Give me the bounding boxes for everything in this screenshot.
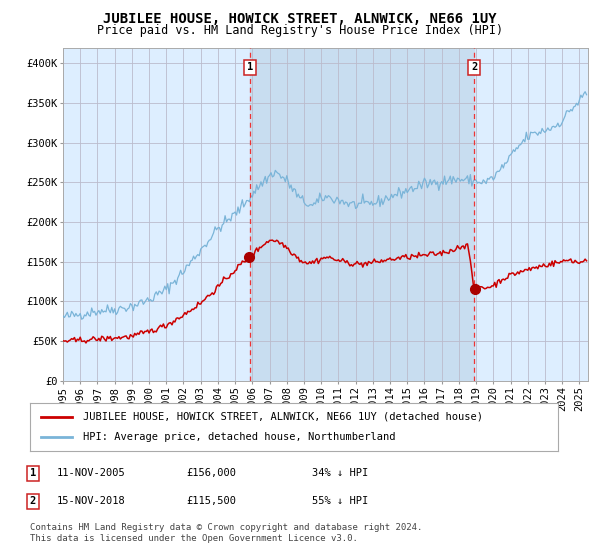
Text: 1: 1	[30, 468, 36, 478]
Text: HPI: Average price, detached house, Northumberland: HPI: Average price, detached house, Nort…	[83, 432, 395, 442]
Text: Price paid vs. HM Land Registry's House Price Index (HPI): Price paid vs. HM Land Registry's House …	[97, 24, 503, 36]
Text: Contains HM Land Registry data © Crown copyright and database right 2024.
This d: Contains HM Land Registry data © Crown c…	[30, 524, 422, 543]
Text: 55% ↓ HPI: 55% ↓ HPI	[312, 496, 368, 506]
Text: JUBILEE HOUSE, HOWICK STREET, ALNWICK, NE66 1UY: JUBILEE HOUSE, HOWICK STREET, ALNWICK, N…	[103, 12, 497, 26]
Text: 2: 2	[30, 496, 36, 506]
Text: £156,000: £156,000	[186, 468, 236, 478]
Text: 1: 1	[247, 62, 253, 72]
Bar	[250, 48, 474, 381]
Text: 2: 2	[471, 62, 477, 72]
Text: 15-NOV-2018: 15-NOV-2018	[57, 496, 126, 506]
Text: JUBILEE HOUSE, HOWICK STREET, ALNWICK, NE66 1UY (detached house): JUBILEE HOUSE, HOWICK STREET, ALNWICK, N…	[83, 412, 483, 422]
Text: 34% ↓ HPI: 34% ↓ HPI	[312, 468, 368, 478]
Text: £115,500: £115,500	[186, 496, 236, 506]
Text: 11-NOV-2005: 11-NOV-2005	[57, 468, 126, 478]
